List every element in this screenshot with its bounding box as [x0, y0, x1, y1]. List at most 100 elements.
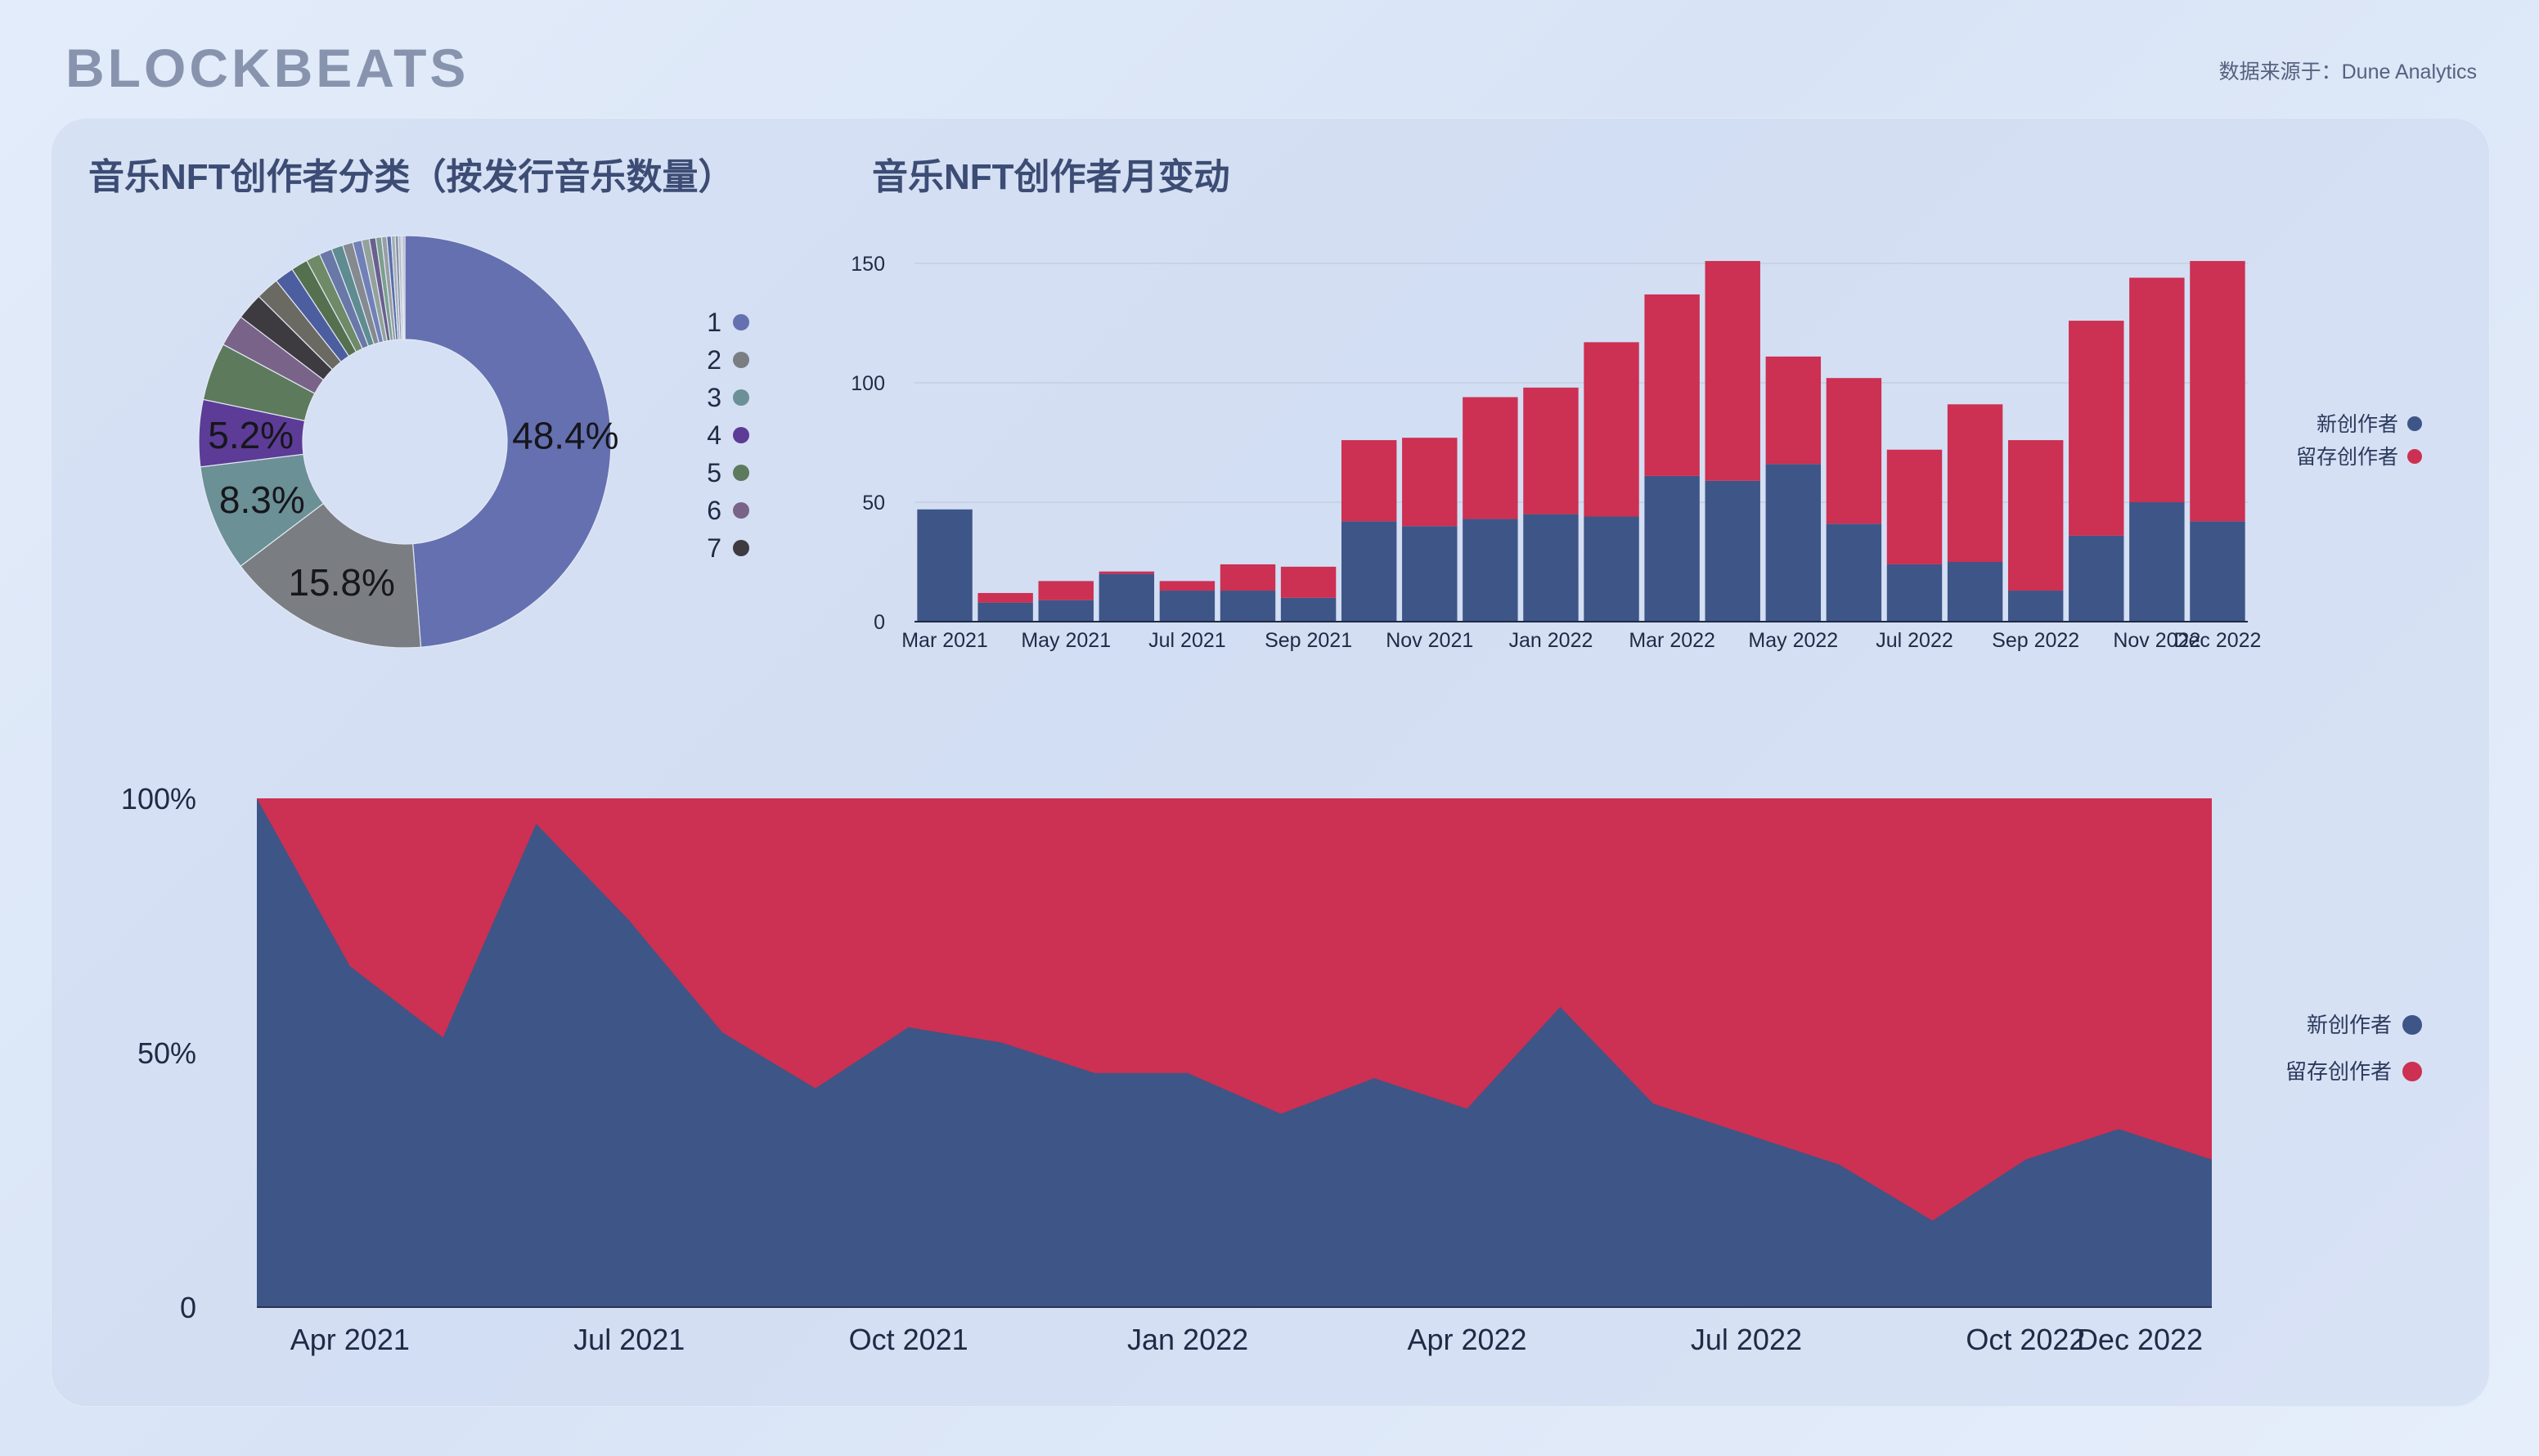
bar-retained-creators [1826, 378, 1882, 524]
bar-retained-creators [1523, 387, 1579, 515]
bar-new-creators [1644, 475, 1700, 622]
donut-data-label: 15.8% [288, 561, 394, 604]
area-x-tick-label: Jul 2022 [1691, 1323, 1802, 1356]
bar-y-tick-label: 100 [851, 372, 885, 395]
donut-legend-label: 5 [707, 458, 721, 488]
bar-retained-creators [1644, 294, 1700, 476]
bar-retained-creators [2007, 440, 2064, 591]
bar-legend-label: 留存创作者 [2296, 446, 2398, 469]
bar-new-creators [1463, 519, 1518, 622]
area-legend-label: 新创作者 [2307, 1013, 2392, 1037]
stacked-bar-chart: 0 50 100 150 Mar 2021 May 2021 Jul 2021 Sep 202… [851, 253, 2261, 652]
bar-x-tick-label: May 2021 [1021, 629, 1111, 652]
donut-data-label: 8.3% [219, 479, 305, 521]
bar-new-creators [2129, 502, 2185, 622]
donut-legend-swatch [733, 502, 749, 519]
bar-new-creators [1705, 480, 1760, 622]
donut-slice [402, 235, 406, 340]
bar-new-creators [1826, 524, 1882, 622]
bar-retained-creators [1765, 356, 1822, 465]
donut-legend-swatch [733, 352, 749, 368]
bar-x-tick-label: Jan 2022 [1509, 629, 1593, 652]
area-x-tick-label: Jul 2021 [573, 1323, 685, 1356]
donut-legend-swatch [733, 540, 749, 556]
bar-new-creators [1099, 573, 1155, 622]
bar-legend-swatch [2407, 416, 2422, 431]
bar-x-tick-label: Sep 2021 [1265, 629, 1352, 652]
donut-legend-label: 4 [707, 420, 721, 450]
bar-retained-creators [1280, 566, 1337, 598]
stacked-area-chart: 0 50% 100% Apr 2021 Jul 2021 Oct 2021 Jan 2022… [121, 782, 2212, 1356]
bar-retained-creators [1886, 449, 1943, 564]
bar-retained-creators [1402, 438, 1458, 527]
bar-x-tick-label: May 2022 [1748, 629, 1838, 652]
bar-y-tick-label: 0 [874, 611, 885, 634]
data-source-label: 数据来源于：Dune Analytics [2218, 61, 2477, 83]
bar-new-creators [2007, 591, 2064, 622]
bar-y-tick-label: 50 [862, 492, 885, 515]
bar-new-creators [1159, 591, 1216, 622]
donut-legend-swatch [733, 389, 749, 406]
donut-legend: 1 2 3 4 5 6 7 [707, 308, 749, 563]
bar-legend-swatch [2407, 449, 2422, 464]
bar-new-creators [1584, 516, 1639, 622]
donut-legend-label: 1 [707, 308, 721, 337]
bar-new-creators [1886, 564, 1943, 622]
bar-legend-label: 新创作者 [2317, 413, 2398, 436]
bar-new-creators [1947, 562, 2003, 622]
bar-new-creators [1402, 526, 1458, 622]
bar-retained-creators [1220, 564, 1276, 591]
bar-retained-creators [1584, 342, 1639, 517]
donut-chart-title: 音乐NFT创作者分类（按发行音乐数量） [88, 157, 735, 197]
donut-chart: 48.4% 15.8% 8.3% 5.2% [198, 235, 619, 649]
area-y-tick-label: 50% [137, 1036, 196, 1070]
bar-new-creators [1523, 514, 1579, 622]
donut-legend-label: 6 [707, 496, 721, 525]
bar-x-tick-label: Nov 2022 [2113, 629, 2200, 652]
donut-data-label: 48.4% [512, 414, 618, 456]
area-legend-swatch [2402, 1062, 2422, 1081]
bar-new-creators [977, 602, 1033, 622]
bar-retained-creators [1038, 581, 1094, 600]
bar-retained-creators [1947, 404, 2003, 562]
donut-slice [404, 235, 612, 648]
bar-new-creators [1280, 597, 1337, 622]
bar-retained-creators [1341, 440, 1397, 522]
area-legend-label: 留存创作者 [2285, 1059, 2392, 1084]
donut-data-label: 5.2% [208, 414, 294, 456]
donut-legend-label: 2 [707, 345, 721, 375]
bar-chart-title: 音乐NFT创作者月变动 [872, 157, 1230, 197]
area-y-tick-label: 100% [121, 782, 196, 816]
area-legend-swatch [2402, 1015, 2422, 1035]
bar-x-tick-label: Jul 2022 [1876, 629, 1953, 652]
bar-new-creators [917, 509, 973, 622]
area-x-tick-label: Jan 2022 [1127, 1323, 1248, 1356]
area-y-tick-label: 0 [180, 1291, 196, 1324]
bar-x-tick-label: Mar 2021 [901, 629, 988, 652]
bar-new-creators [1038, 600, 1094, 622]
donut-slice [240, 502, 422, 649]
bar-x-tick-label: Sep 2022 [1992, 629, 2079, 652]
bar-y-tick-label: 150 [851, 253, 885, 276]
bar-x-tick-label: Mar 2022 [1629, 629, 1715, 652]
bar-retained-creators [1705, 261, 1760, 481]
donut-legend-swatch [733, 314, 749, 330]
logo-text: BLOCKBEATS [65, 39, 469, 97]
bar-new-creators [1341, 521, 1397, 622]
area-x-tick-label: Apr 2021 [290, 1323, 410, 1356]
bar-x-tick-label: Nov 2021 [1386, 629, 1473, 652]
bar-retained-creators [1463, 397, 1518, 519]
bar-new-creators [1220, 591, 1276, 622]
bar-retained-creators [2190, 261, 2245, 522]
area-x-tick-label: Dec 2022 [2077, 1323, 2203, 1356]
area-x-tick-label: Oct 2021 [849, 1323, 968, 1356]
bar-retained-creators [977, 592, 1033, 603]
donut-legend-label: 3 [707, 383, 721, 412]
bar-x-tick-label: Dec 2022 [2173, 629, 2261, 652]
bar-new-creators [2190, 521, 2245, 622]
bar-retained-creators [1159, 581, 1216, 591]
bar-retained-creators [2069, 321, 2124, 536]
bar-new-creators [2069, 535, 2124, 622]
